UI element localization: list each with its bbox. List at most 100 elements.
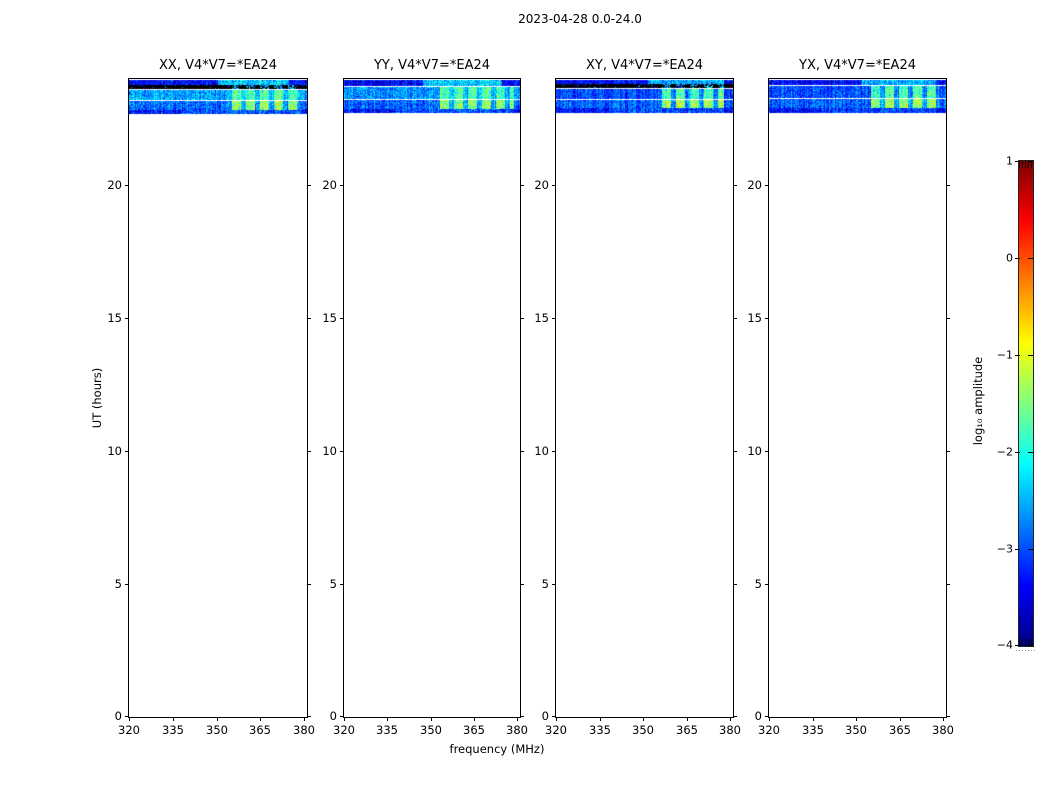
spectrogram-canvas-xx (129, 79, 307, 115)
x-tick-label: 350 (632, 723, 654, 737)
x-tick-label: 350 (206, 723, 228, 737)
panel-yx: 320 335 350 365 380 0 5 10 15 20 (747, 78, 954, 737)
y-tick-right (520, 451, 524, 452)
x-tick-label: 320 (118, 723, 140, 737)
x-tick (687, 717, 688, 721)
y-tick-right (307, 185, 311, 186)
x-tick-label: 320 (758, 723, 780, 737)
y-tick-label: 5 (114, 577, 122, 591)
colorbar-tick-right (1028, 355, 1033, 356)
y-tick-label: 20 (322, 178, 337, 192)
y-tick-right (307, 318, 311, 319)
y-tick (765, 318, 769, 319)
colorbar-tick-right (1028, 452, 1033, 453)
x-tick (474, 717, 475, 721)
y-tick-right (520, 318, 524, 319)
x-tick-label: 320 (545, 723, 567, 737)
colorbar-tick-label: −4 (996, 638, 1013, 652)
colorbar-tick (1015, 258, 1020, 259)
x-tick-label: 320 (333, 723, 355, 737)
colorbar-gradient (1019, 161, 1033, 646)
colorbar-tick (1015, 355, 1020, 356)
y-tick (125, 185, 129, 186)
y-tick-label: 10 (534, 444, 549, 458)
y-tick (340, 716, 344, 717)
colorbar-tick (1015, 645, 1020, 646)
x-tick-label: 350 (420, 723, 442, 737)
y-tick (765, 584, 769, 585)
y-tick (340, 318, 344, 319)
y-tick-label: 15 (322, 311, 337, 325)
x-tick (304, 717, 305, 721)
colorbar-tick (1015, 161, 1020, 162)
colorbar-tick (1015, 549, 1020, 550)
x-tick-label: 335 (589, 723, 611, 737)
y-tick-label: 15 (747, 311, 762, 325)
x-tick (900, 717, 901, 721)
x-tick (387, 717, 388, 721)
y-tick (125, 716, 129, 717)
x-tick (431, 717, 432, 721)
x-tick-label: 365 (889, 723, 911, 737)
colorbar-tick (1015, 452, 1020, 453)
colorbar-tick-label: 0 (1006, 251, 1013, 265)
y-tick-right (733, 185, 737, 186)
y-tick-right (733, 716, 737, 717)
y-tick (765, 451, 769, 452)
y-tick-label: 15 (534, 311, 549, 325)
y-tick (552, 451, 556, 452)
y-tick (765, 716, 769, 717)
x-tick-label: 335 (376, 723, 398, 737)
y-tick-label: 5 (754, 577, 762, 591)
panel-title-yx: YX, V4*V7=*EA24 (799, 58, 916, 73)
x-tick-label: 365 (676, 723, 698, 737)
x-tick-label: 380 (719, 723, 741, 737)
y-tick (552, 185, 556, 186)
x-tick-label: 365 (463, 723, 485, 737)
y-tick (552, 716, 556, 717)
panel-xy: 320 335 350 365 380 0 5 10 15 20 (534, 78, 741, 737)
y-tick (125, 318, 129, 319)
y-tick-right (946, 318, 950, 319)
y-tick (552, 584, 556, 585)
y-tick-right (307, 584, 311, 585)
y-tick-label: 10 (107, 444, 122, 458)
y-tick-label: 0 (329, 709, 337, 723)
x-axis-label: frequency (MHz) (449, 742, 545, 756)
y-tick-label: 0 (541, 709, 549, 723)
x-tick (260, 717, 261, 721)
x-tick-label: 335 (802, 723, 824, 737)
colorbar-label: log₁₀ amplitude (971, 356, 985, 446)
colorbar-tick-label: −3 (996, 542, 1013, 556)
y-tick-right (946, 716, 950, 717)
x-tick-label: 380 (293, 723, 315, 737)
x-tick (600, 717, 601, 721)
y-tick-label: 20 (534, 178, 549, 192)
y-tick-right (946, 451, 950, 452)
x-tick-label: 380 (506, 723, 528, 737)
y-tick-right (520, 584, 524, 585)
y-tick (125, 584, 129, 585)
colorbar-tick-right (1028, 549, 1033, 550)
colorbar-tick-label: −2 (996, 445, 1013, 459)
y-tick-label: 0 (754, 709, 762, 723)
x-tick (943, 717, 944, 721)
y-tick (765, 185, 769, 186)
y-tick-right (307, 451, 311, 452)
x-tick (344, 717, 345, 721)
x-tick (517, 717, 518, 721)
spectrogram-canvas-yy (344, 79, 520, 115)
y-tick (552, 318, 556, 319)
x-tick-label: 365 (249, 723, 271, 737)
colorbar-tick-right (1028, 258, 1033, 259)
y-tick-label: 20 (107, 178, 122, 192)
y-tick-label: 15 (107, 311, 122, 325)
y-tick (125, 451, 129, 452)
y-tick-label: 5 (541, 577, 549, 591)
y-tick-label: 10 (322, 444, 337, 458)
y-tick-right (733, 318, 737, 319)
y-tick-label: 5 (329, 577, 337, 591)
x-tick-label: 335 (162, 723, 184, 737)
x-tick (730, 717, 731, 721)
panel-xx: 320 335 350 365 380 0 5 10 15 20 (107, 78, 315, 737)
